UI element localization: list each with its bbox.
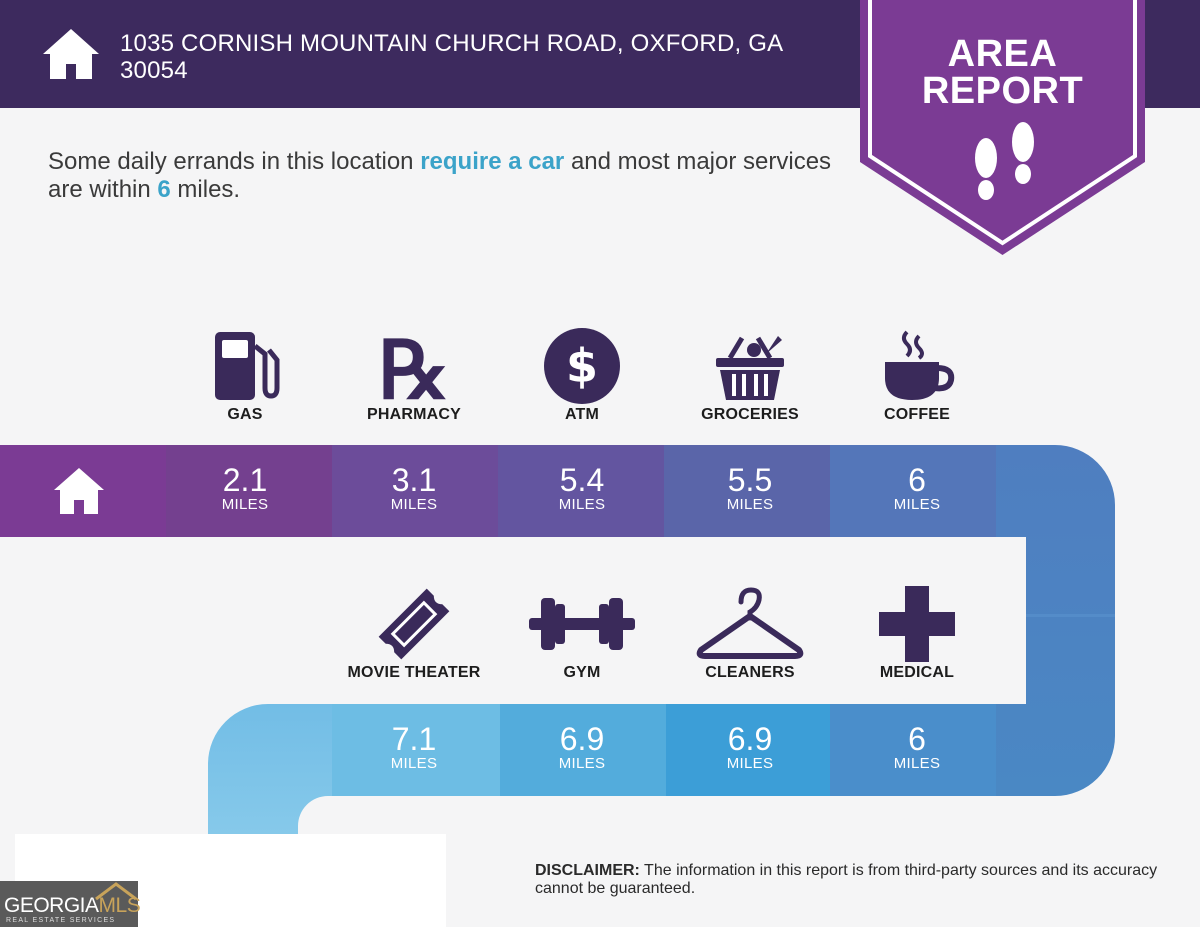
poi-label: ATM: [564, 406, 600, 423]
band-cleaners: [666, 704, 830, 796]
distance-unit: MILES: [390, 755, 438, 772]
distance-unit: MILES: [390, 496, 438, 513]
distance-value: 6: [908, 721, 926, 757]
distance-value: 6.9: [559, 721, 605, 757]
band-gym: [500, 704, 666, 796]
hanger-icon: [696, 587, 804, 659]
disclaimer: DISCLAIMER: The information in this repo…: [535, 862, 1175, 898]
roof-icon: [95, 882, 137, 901]
band-groceries: [664, 445, 830, 537]
ticket-icon: [378, 588, 450, 660]
logo-georgia: GEORGIA: [4, 894, 99, 917]
distance-value: 6: [908, 462, 926, 498]
footprints-icon: [975, 122, 1034, 200]
summary-highlight-car: require a car: [420, 148, 565, 175]
poi-label: PHARMACY: [366, 406, 462, 423]
poi-groceries: GROCERIES: [667, 326, 833, 424]
distance-value: 5.5: [727, 462, 773, 498]
poi-gas: GAS: [162, 326, 328, 424]
poi-gym: GYM: [499, 584, 665, 682]
poi-pharmacy: ℞ PHARMACY: [331, 326, 497, 424]
summary-part-1: Some daily errands in this location: [48, 148, 421, 175]
disclaimer-text: The information in this report is from t…: [535, 862, 1158, 897]
band-pharmacy: [332, 445, 498, 537]
band-movie: [332, 704, 500, 796]
distance-coffee: 6 MILES: [834, 445, 1000, 537]
distance-groceries: 5.5 MILES: [667, 445, 833, 537]
gas-pump-icon: [215, 332, 280, 400]
summary-text: Some daily errands in this location requ…: [48, 148, 848, 204]
property-address: 1035 CORNISH MOUNTAIN CHURCH ROAD, OXFOR…: [120, 30, 782, 84]
poi-label: GYM: [563, 664, 601, 681]
distance-unit: MILES: [221, 496, 269, 513]
dumbbell-icon: [529, 598, 635, 650]
poi-cleaners: CLEANERS: [667, 584, 833, 682]
poi-label: COFFEE: [883, 406, 951, 423]
distance-value: 6.9: [727, 721, 773, 757]
distance-atm: 5.4 MILES: [499, 445, 665, 537]
dollar-icon: $: [544, 328, 620, 404]
distance-value: 2.1: [222, 462, 268, 498]
distance-value: 7.1: [391, 721, 437, 757]
poi-label: MOVIE THEATER: [347, 664, 481, 681]
distance-value: 5.4: [559, 462, 605, 498]
basket-icon: [716, 336, 784, 400]
distance-unit: MILES: [558, 496, 606, 513]
distance-unit: MILES: [726, 755, 774, 772]
distance-gym: 6.9 MILES: [499, 704, 665, 796]
band-atm: [498, 445, 664, 537]
logo-mls: MLS: [98, 894, 141, 917]
area-report-badge: [860, 0, 1145, 255]
distance-unit: MILES: [726, 496, 774, 513]
logo-tagline: REAL ESTATE SERVICES: [6, 917, 116, 924]
summary-part-2: and most major services are within: [48, 148, 832, 203]
badge-line-2: REPORT: [921, 70, 1084, 112]
band-gas: [166, 445, 332, 537]
poi-medical: MEDICAL: [834, 584, 1000, 682]
distance-unit: MILES: [893, 496, 941, 513]
poi-label: MEDICAL: [879, 664, 955, 681]
summary-highlight-miles: 6: [157, 176, 171, 203]
summary-part-3: miles.: [170, 176, 241, 203]
coffee-cup-icon: [885, 330, 955, 400]
poi-label: GROCERIES: [701, 406, 799, 423]
distance-medical: 6 MILES: [834, 704, 1000, 796]
distance-unit: MILES: [893, 755, 941, 772]
band-medical: [830, 704, 996, 796]
poi-atm: $ ATM: [499, 326, 665, 424]
poi-label: CLEANERS: [705, 664, 795, 681]
poi-movie-theater: MOVIE THEATER: [331, 584, 497, 682]
disclaimer-label: DISCLAIMER:: [535, 862, 640, 879]
home-start-icon: [54, 468, 104, 514]
distance-cleaners: 6.9 MILES: [667, 704, 833, 796]
band-coffee: [830, 445, 996, 537]
badge-line-1: AREA: [947, 33, 1058, 75]
distance-unit: MILES: [558, 755, 606, 772]
rx-icon: ℞: [378, 326, 450, 406]
distance-movie-theater: 7.1 MILES: [331, 704, 497, 796]
georgia-mls-logo: GEORGIAMLS REAL ESTATE SERVICES: [0, 881, 141, 927]
svg-text:$: $: [566, 339, 598, 393]
distance-value: 3.1: [391, 462, 437, 498]
logo-wordmark: GEORGIAMLS: [4, 894, 141, 917]
distance-gas: 2.1 MILES: [162, 445, 328, 537]
home-icon: [43, 29, 99, 79]
medical-cross-icon: [879, 586, 955, 662]
badge-title: AREA REPORT: [860, 33, 1145, 112]
svg-text:℞: ℞: [378, 326, 450, 406]
poi-coffee: COFFEE: [834, 326, 1000, 424]
poi-label: GAS: [227, 406, 263, 423]
distance-pharmacy: 3.1 MILES: [331, 445, 497, 537]
